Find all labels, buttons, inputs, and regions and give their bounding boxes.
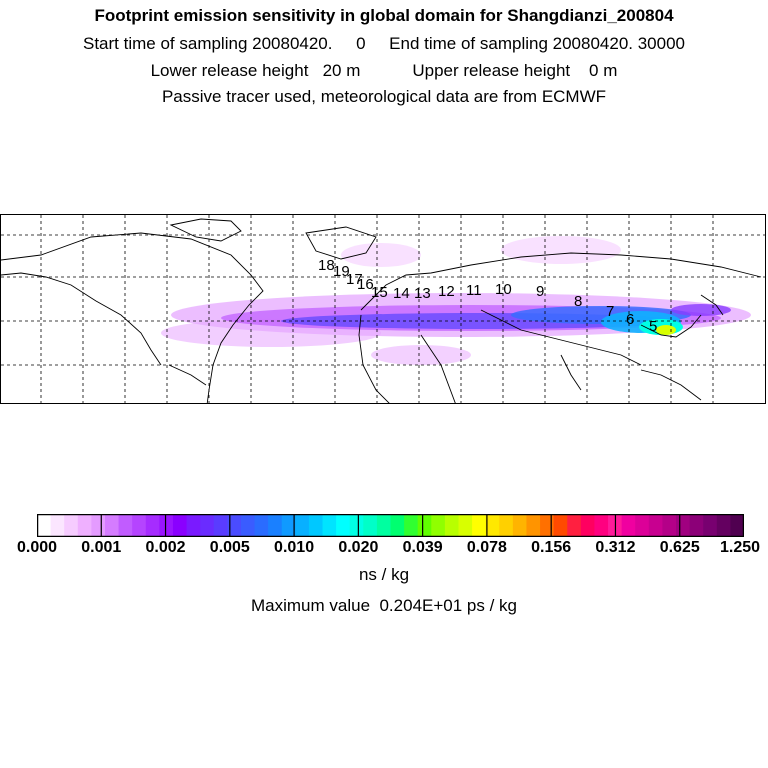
colorbar-tick-label: 0.625	[659, 539, 700, 556]
colorbar-swatch	[621, 514, 636, 537]
colorbar-swatch	[540, 514, 555, 537]
colorbar-swatch	[64, 514, 79, 537]
colorbar-tick-label: 0.000	[16, 539, 58, 556]
colorbar-swatch	[308, 514, 324, 537]
colorbar-swatch	[254, 514, 269, 537]
colorbar-swatch	[132, 514, 147, 537]
colorbar-tick-label: 1.250	[719, 539, 761, 556]
colorbar-swatch	[50, 514, 65, 537]
colorbar-swatch	[553, 514, 568, 537]
colorbar-units: ns / kg	[358, 565, 410, 584]
colorbar-swatch	[662, 514, 677, 537]
colorbar-tick-label: 0.039	[402, 539, 443, 556]
colorbar-tick-label: 0.010	[274, 539, 315, 556]
colorbar-swatch	[499, 514, 514, 537]
colorbar-border	[36, 513, 745, 538]
coastlines	[1, 218, 762, 403]
colorbar-swatch	[145, 514, 160, 537]
colorbar-swatch	[703, 514, 718, 537]
tracer-info-line: Passive tracer used, meteorological data…	[161, 87, 607, 106]
colorbar-swatch	[281, 514, 296, 537]
colorbar-swatch	[472, 514, 487, 537]
colorbar-swatch	[213, 514, 228, 537]
colorbar-swatch	[37, 514, 52, 537]
day-label-9: 9	[536, 283, 544, 300]
plot-title: Footprint emission sensitivity in global…	[94, 6, 674, 25]
day-label-12: 12	[438, 283, 455, 300]
colorbar-swatch	[349, 514, 364, 537]
colorbar-swatch	[567, 514, 582, 537]
day-label-18: 18	[318, 257, 335, 274]
colorbar-tick-label: 0.001	[81, 539, 122, 556]
colorbar-swatch	[512, 514, 527, 537]
colorbar-swatch	[431, 514, 446, 537]
colorbar-swatches	[36, 513, 745, 538]
colorbar-swatch	[227, 514, 242, 537]
colorbar-swatch	[417, 514, 432, 537]
colorbar-swatch	[322, 514, 337, 537]
colorbar-swatch	[200, 514, 215, 537]
colorbar-swatch	[91, 514, 106, 537]
day-label-10: 10	[495, 281, 512, 298]
day-label-5: 5	[649, 318, 657, 335]
colorbar-swatch	[730, 514, 745, 537]
day-label-11: 11	[466, 282, 482, 299]
colorbar-swatch	[485, 514, 500, 537]
colorbar-swatch	[635, 514, 650, 537]
day-labels: 18 19 17 16 15 14 13 12 11 10 9 8 7 6 5	[318, 257, 657, 335]
colorbar-swatch	[444, 514, 459, 537]
day-label-7: 7	[606, 303, 614, 320]
day-label-13: 13	[414, 285, 431, 302]
day-label-14: 14	[393, 285, 410, 302]
sensitivity-plume	[161, 236, 751, 365]
colorbar-swatch	[104, 514, 120, 537]
colorbar-swatch	[77, 514, 92, 537]
colorbar-tick-label: 0.078	[466, 539, 507, 556]
sampling-time-line: Start time of sampling 20080420. 0 End t…	[83, 34, 685, 53]
map-svg: 18 19 17 16 15 14 13 12 11 10 9 8 7 6 5	[1, 215, 765, 403]
max-value-label: Maximum value 0.204E+01 ps / kg	[251, 596, 517, 615]
colorbar-swatch	[295, 514, 310, 537]
day-label-16: 16	[357, 276, 374, 293]
colorbar	[36, 513, 745, 538]
colorbar-swatch	[580, 514, 595, 537]
colorbar-swatch	[376, 514, 391, 537]
colorbar-swatch	[676, 514, 691, 537]
day-label-15: 15	[371, 284, 388, 301]
colorbar-swatch	[186, 514, 201, 537]
colorbar-swatch	[716, 514, 731, 537]
colorbar-tick-label: 0.005	[209, 539, 250, 556]
colorbar-swatch	[159, 514, 174, 537]
colorbar-swatch	[172, 514, 188, 537]
colorbar-swatch	[118, 514, 133, 537]
day-label-17: 17	[346, 271, 363, 288]
colorbar-swatch	[458, 514, 473, 537]
latlon-grid	[1, 215, 765, 403]
release-height-line: Lower release height 20 m Upper release …	[150, 61, 618, 80]
day-label-6: 6	[626, 311, 634, 328]
colorbar-tick-label: 0.020	[338, 539, 379, 556]
day-label-8: 8	[574, 293, 582, 310]
colorbar-swatch	[240, 514, 256, 537]
colorbar-swatch	[268, 514, 283, 537]
colorbar-tick-label: 0.156	[531, 539, 572, 556]
footprint-map: 18 19 17 16 15 14 13 12 11 10 9 8 7 6 5	[0, 214, 766, 404]
day-label-19: 19	[333, 263, 350, 280]
colorbar-swatch	[404, 514, 419, 537]
colorbar-swatch	[390, 514, 405, 537]
colorbar-swatch	[648, 514, 663, 537]
colorbar-swatch	[594, 514, 609, 537]
colorbar-tick-label: 0.312	[595, 539, 636, 556]
colorbar-swatch	[689, 514, 704, 537]
colorbar-swatch	[336, 514, 351, 537]
colorbar-swatch	[526, 514, 541, 537]
colorbar-tick-label: 0.002	[145, 539, 186, 556]
colorbar-swatch	[363, 514, 378, 537]
